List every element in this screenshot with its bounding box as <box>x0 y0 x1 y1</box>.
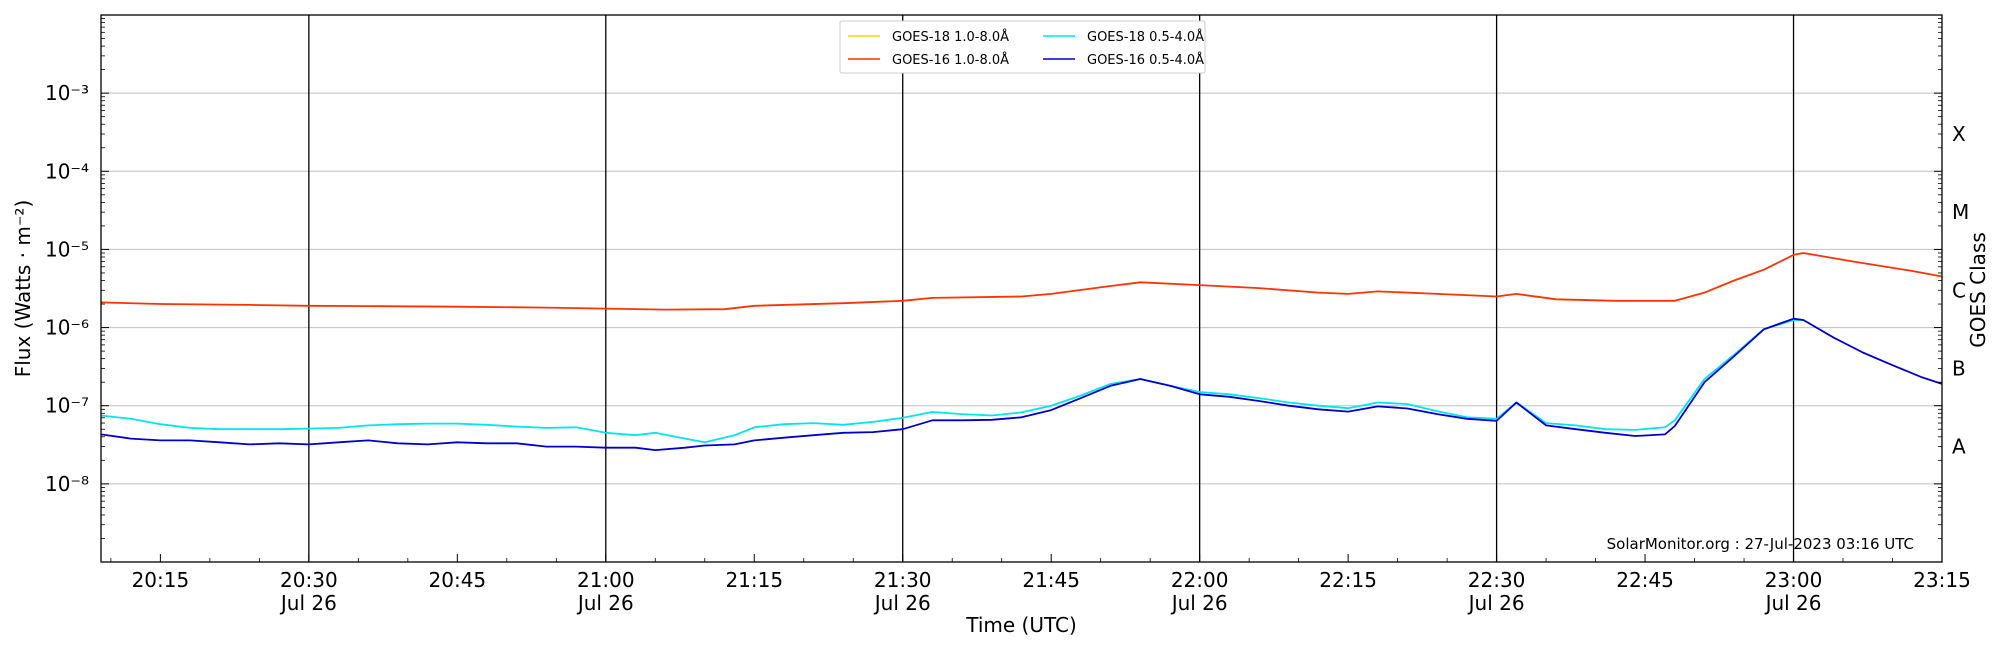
legend-box <box>839 20 1206 74</box>
x-tick-date-label: Jul 26 <box>1467 591 1525 615</box>
y-tick-label: 10⁻⁴ <box>45 159 89 183</box>
x-tick-label: 22:30 <box>1468 568 1526 592</box>
vertical-time-markers <box>308 15 1795 562</box>
x-tick-label: 21:00 <box>577 568 635 592</box>
legend-entry-label: GOES-18 1.0-8.0Å <box>892 29 1009 45</box>
y-tick-label: 10⁻⁵ <box>45 237 89 261</box>
x-tick-label: 21:15 <box>725 568 783 592</box>
series-line <box>100 252 1943 311</box>
legend-entry-label: GOES-16 0.5-4.0Å <box>1087 52 1204 68</box>
goes-class-label: X <box>1952 122 1966 146</box>
y-tick-label: 10⁻⁶ <box>45 316 89 340</box>
goes-class-label: B <box>1952 356 1966 380</box>
plot-frame <box>100 14 1943 563</box>
x-tick-label: 23:15 <box>1913 568 1971 592</box>
x-tick-date-label: Jul 26 <box>1170 591 1228 615</box>
series-line <box>100 319 1804 444</box>
watermark-label: SolarMonitor.org : 27-Jul-2023 03:16 UTC <box>1607 535 1914 553</box>
right-axis-title: GOES Class <box>1966 232 1990 348</box>
flux-series <box>100 252 1943 452</box>
y-axis-title: Flux (Watts · m⁻²) <box>11 200 35 378</box>
x-axis-title: Time (UTC) <box>965 613 1077 637</box>
x-tick-label: 21:30 <box>874 568 932 592</box>
goes-class-label: C <box>1952 278 1966 302</box>
legend: GOES-18 1.0-8.0Å GOES-16 1.0-8.0Å GOES-18 … <box>839 20 1206 74</box>
x-tick-label: 21:45 <box>1022 568 1080 592</box>
x-tick-label: 22:00 <box>1171 568 1229 592</box>
goes-class-label: A <box>1952 435 1966 459</box>
x-tick-label: 20:15 <box>132 568 190 592</box>
x-tick-label: 20:30 <box>280 568 338 592</box>
x-tick-date-label: Jul 26 <box>576 591 634 615</box>
x-tick-date-label: Jul 26 <box>279 591 337 615</box>
y-tick-label: 10⁻⁸ <box>45 472 89 496</box>
legend-entry-label: GOES-18 0.5-4.0Å <box>1087 29 1204 45</box>
series-line <box>100 317 1943 452</box>
x-tick-label: 20:45 <box>429 568 487 592</box>
x-tick-date-label: Jul 26 <box>873 591 931 615</box>
y-tick-label: 10⁻⁷ <box>45 394 89 418</box>
x-tick-label: 22:45 <box>1616 568 1674 592</box>
goes-class-label: M <box>1952 200 1969 224</box>
legend-entry-label: GOES-16 1.0-8.0Å <box>892 52 1009 68</box>
x-tick-date-label: Jul 26 <box>1764 591 1822 615</box>
x-tick-label: 22:15 <box>1319 568 1377 592</box>
horizontal-grid <box>101 92 1942 485</box>
y-axis-ticks: 10⁻⁸ 10⁻⁷ 10⁻⁶ 10⁻⁵ 10⁻⁴ 10⁻³ <box>45 18 1942 539</box>
goes-class-labels: X M C B A <box>1952 122 1969 459</box>
y-tick-label: 10⁻³ <box>45 81 89 105</box>
x-tick-label: 23:00 <box>1765 568 1823 592</box>
